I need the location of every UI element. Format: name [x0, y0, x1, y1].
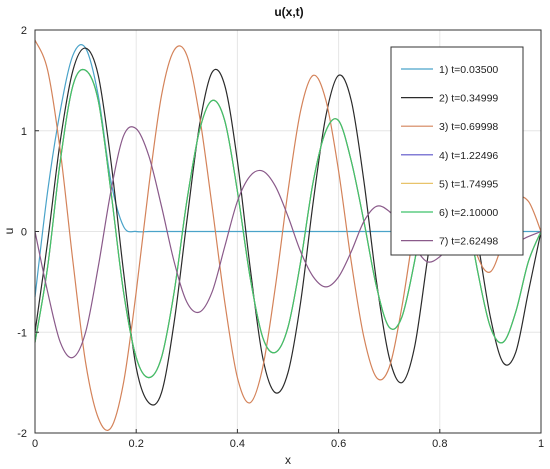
x-tick-label-4: 0.8: [432, 438, 447, 450]
x-tick-label-1: 0.2: [129, 438, 144, 450]
legend-box: [390, 46, 524, 256]
x-tick-label-3: 0.6: [331, 438, 346, 450]
legend-entry-6: 6) t=2.10000: [439, 207, 498, 219]
x-tick-label-0: 0: [32, 438, 38, 450]
y-tick-label-3: 1: [21, 126, 27, 138]
chart-title: u(x,t): [274, 5, 303, 19]
legend-entry-2: 2) t=0.34999: [439, 93, 498, 105]
legend-entry-3: 3) t=0.69998: [439, 121, 498, 133]
y-axis-label: u: [2, 228, 16, 235]
legend-entry-5: 5) t=1.74995: [439, 178, 498, 190]
ticks: 0 0.2 0.4 0.6 0.8 1 -2 -1 0 1 2: [17, 25, 544, 450]
legend-entry-1: 1) t=0.03500: [439, 64, 498, 76]
x-tick-label-5: 1: [538, 438, 544, 450]
y-tick-label-0: -2: [17, 428, 27, 440]
legend-entry-4: 4) t=1.22496: [439, 150, 498, 162]
y-tick-label-1: -1: [17, 327, 27, 339]
legend: 1) t=0.03500 2) t=0.34999 3) t=0.69998 4) t…: [390, 46, 524, 256]
y-tick-label-4: 2: [21, 25, 27, 37]
legend-entry-7: 7) t=2.62498: [439, 236, 498, 248]
y-tick-label-2: 0: [21, 227, 27, 239]
x-tick-label-2: 0.4: [230, 438, 245, 450]
x-axis-label: x: [285, 453, 291, 467]
